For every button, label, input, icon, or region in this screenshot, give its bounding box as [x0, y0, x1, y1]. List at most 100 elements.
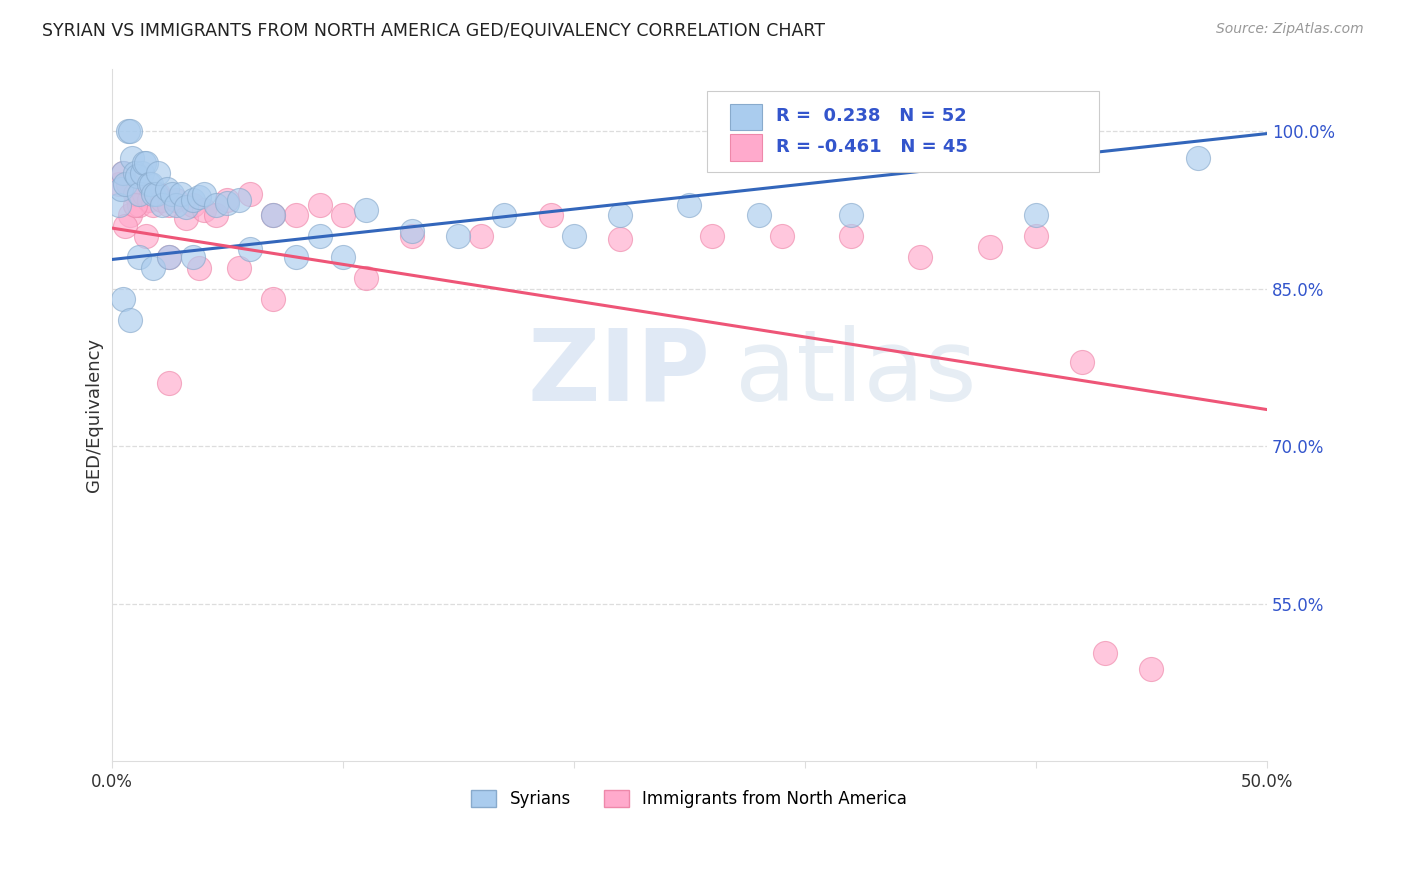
Point: [193, 187, 215, 202]
Point: [285, 251, 308, 265]
Point: [308, 229, 330, 244]
Point: [107, 177, 129, 191]
Point: [138, 177, 160, 191]
Point: [132, 156, 155, 170]
Point: [174, 200, 197, 214]
Point: [135, 156, 157, 170]
Point: [181, 193, 204, 207]
Text: atlas: atlas: [735, 325, 977, 422]
Text: R =  0.238   N = 52: R = 0.238 N = 52: [776, 107, 967, 125]
Point: [839, 209, 862, 223]
Text: ZIP: ZIP: [527, 325, 710, 422]
Point: [112, 293, 135, 307]
Point: [1025, 209, 1047, 223]
Point: [181, 251, 204, 265]
Point: [152, 198, 174, 212]
Point: [124, 166, 146, 180]
Point: [1140, 662, 1163, 676]
Point: [165, 198, 187, 212]
Point: [120, 313, 142, 327]
Point: [120, 124, 142, 138]
Point: [748, 209, 770, 223]
Point: [121, 151, 143, 165]
Point: [174, 211, 197, 225]
Point: [562, 229, 585, 244]
Point: [308, 198, 330, 212]
Point: [1187, 151, 1209, 165]
Point: [217, 195, 239, 210]
Point: [128, 251, 150, 265]
Point: [354, 203, 377, 218]
Point: [152, 193, 174, 207]
Point: [609, 231, 631, 245]
Point: [145, 187, 167, 202]
Point: [332, 251, 354, 265]
Point: [262, 293, 284, 307]
Point: [146, 166, 169, 180]
Point: [125, 169, 148, 183]
Point: [609, 209, 631, 223]
Text: SYRIAN VS IMMIGRANTS FROM NORTH AMERICA GED/EQUIVALENCY CORRELATION CHART: SYRIAN VS IMMIGRANTS FROM NORTH AMERICA …: [42, 22, 825, 40]
Point: [285, 209, 308, 223]
Point: [112, 166, 135, 180]
Point: [132, 187, 155, 202]
Point: [204, 209, 226, 223]
Point: [157, 251, 180, 265]
Point: [540, 209, 562, 223]
Text: Source: ZipAtlas.com: Source: ZipAtlas.com: [1216, 22, 1364, 37]
Point: [1094, 646, 1116, 660]
Point: [142, 198, 165, 212]
Bar: [730, 135, 762, 161]
Point: [156, 182, 179, 196]
Point: [494, 209, 516, 223]
Point: [193, 203, 215, 218]
Point: [142, 187, 165, 202]
Y-axis label: GED/Equivalency: GED/Equivalency: [86, 338, 103, 491]
Point: [117, 124, 139, 138]
Point: [112, 166, 135, 180]
Point: [138, 193, 160, 207]
Point: [114, 177, 136, 191]
FancyBboxPatch shape: [707, 91, 1099, 172]
Point: [354, 271, 377, 285]
Point: [204, 198, 226, 212]
Point: [135, 229, 157, 244]
Point: [228, 260, 250, 275]
Point: [181, 198, 204, 212]
Point: [447, 229, 470, 244]
Bar: [730, 103, 762, 130]
Point: [1025, 229, 1047, 244]
Point: [114, 219, 136, 233]
Point: [839, 229, 862, 244]
Point: [217, 193, 239, 207]
Point: [117, 177, 139, 191]
Point: [188, 260, 211, 275]
Point: [228, 193, 250, 207]
Point: [120, 209, 142, 223]
Point: [107, 198, 129, 212]
Point: [124, 198, 146, 212]
Point: [160, 187, 183, 202]
Point: [910, 251, 932, 265]
Point: [470, 229, 492, 244]
Point: [262, 209, 284, 223]
Text: R = -0.461   N = 45: R = -0.461 N = 45: [776, 138, 967, 156]
Legend: Syrians, Immigrants from North America: Syrians, Immigrants from North America: [464, 783, 914, 815]
Point: [332, 209, 354, 223]
Point: [124, 187, 146, 202]
Point: [239, 187, 262, 202]
Point: [678, 198, 700, 212]
Point: [239, 242, 262, 256]
Point: [131, 166, 153, 180]
Point: [262, 209, 284, 223]
Point: [146, 187, 169, 202]
Point: [110, 182, 132, 196]
Point: [139, 177, 162, 191]
Point: [157, 376, 180, 391]
Point: [157, 251, 180, 265]
Point: [142, 260, 165, 275]
Point: [1071, 355, 1094, 369]
Point: [401, 229, 423, 244]
Point: [165, 193, 187, 207]
Point: [401, 224, 423, 238]
